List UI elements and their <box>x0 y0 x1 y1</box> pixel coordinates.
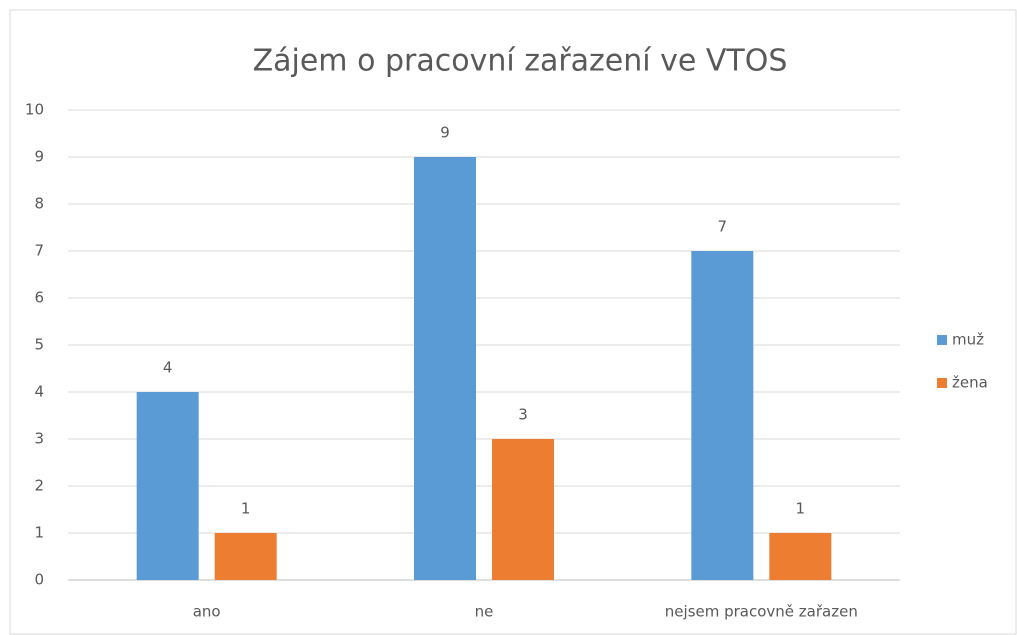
bar <box>414 157 476 580</box>
x-tick-label: ano <box>193 603 221 621</box>
y-tick-label: 8 <box>34 195 44 213</box>
data-label: 3 <box>518 406 528 424</box>
bar <box>691 251 754 580</box>
y-tick-label: 2 <box>34 477 44 495</box>
y-tick-label: 1 <box>34 524 44 542</box>
x-tick-label: nejsem pracovně zařazen <box>665 603 858 621</box>
y-tick-label: 0 <box>34 571 44 589</box>
x-tick-label: ne <box>475 603 494 621</box>
y-tick-label: 9 <box>34 148 44 166</box>
data-label: 7 <box>718 218 728 236</box>
bar <box>492 439 554 580</box>
data-label: 1 <box>796 500 806 518</box>
y-tick-label: 10 <box>25 101 44 119</box>
y-tick-label: 4 <box>34 383 44 401</box>
legend-swatch <box>937 378 947 388</box>
bar <box>214 533 277 580</box>
bar <box>769 533 832 580</box>
legend-swatch <box>937 335 947 345</box>
legend-label: muž <box>952 331 984 349</box>
data-label: 4 <box>163 359 173 377</box>
y-tick-label: 5 <box>34 336 44 354</box>
legend-label: žena <box>952 374 988 392</box>
y-tick-label: 3 <box>34 430 44 448</box>
bar <box>136 392 199 580</box>
chart-title: Zájem o pracovní zařazení ve VTOS <box>253 44 788 79</box>
y-tick-label: 6 <box>34 289 44 307</box>
data-label: 1 <box>241 500 251 518</box>
data-label: 9 <box>440 124 450 142</box>
y-tick-label: 7 <box>34 242 44 260</box>
